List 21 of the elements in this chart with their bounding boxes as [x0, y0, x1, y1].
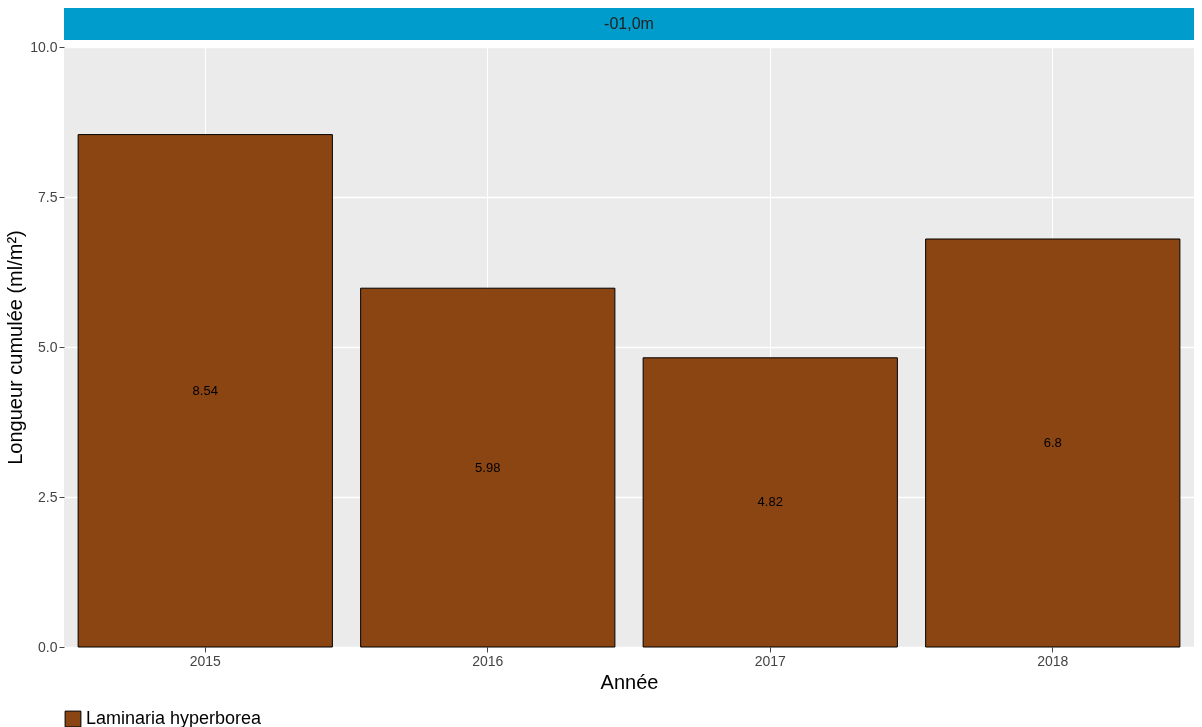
legend-label: Laminaria hyperborea [86, 708, 263, 727]
x-tick-label: 2018 [1037, 652, 1069, 669]
y-tick-label: 2.5 [38, 488, 58, 505]
bar [925, 238, 1181, 648]
chart-title: -01,0m [604, 15, 654, 32]
x-tick-label: 2017 [754, 652, 787, 669]
y-tick-label: 0.0 [38, 638, 58, 655]
y-tick-label: 10.0 [30, 38, 58, 55]
bar [77, 134, 333, 648]
y-tick-label: 5.0 [38, 338, 58, 355]
x-tick-label: 2016 [472, 652, 504, 669]
bar [360, 287, 616, 648]
y-axis-title: Longueur cumulée (ml/m²) [4, 230, 27, 465]
data-label: 6.8 [1043, 435, 1062, 450]
bar [642, 357, 898, 648]
y-tick-label: 7.5 [38, 188, 58, 205]
x-tick-label: 2015 [189, 652, 222, 669]
x-axis-title: Année [600, 670, 659, 693]
data-label: 4.82 [757, 494, 783, 510]
data-label: 8.54 [192, 382, 218, 398]
data-label: 5.98 [475, 459, 501, 475]
